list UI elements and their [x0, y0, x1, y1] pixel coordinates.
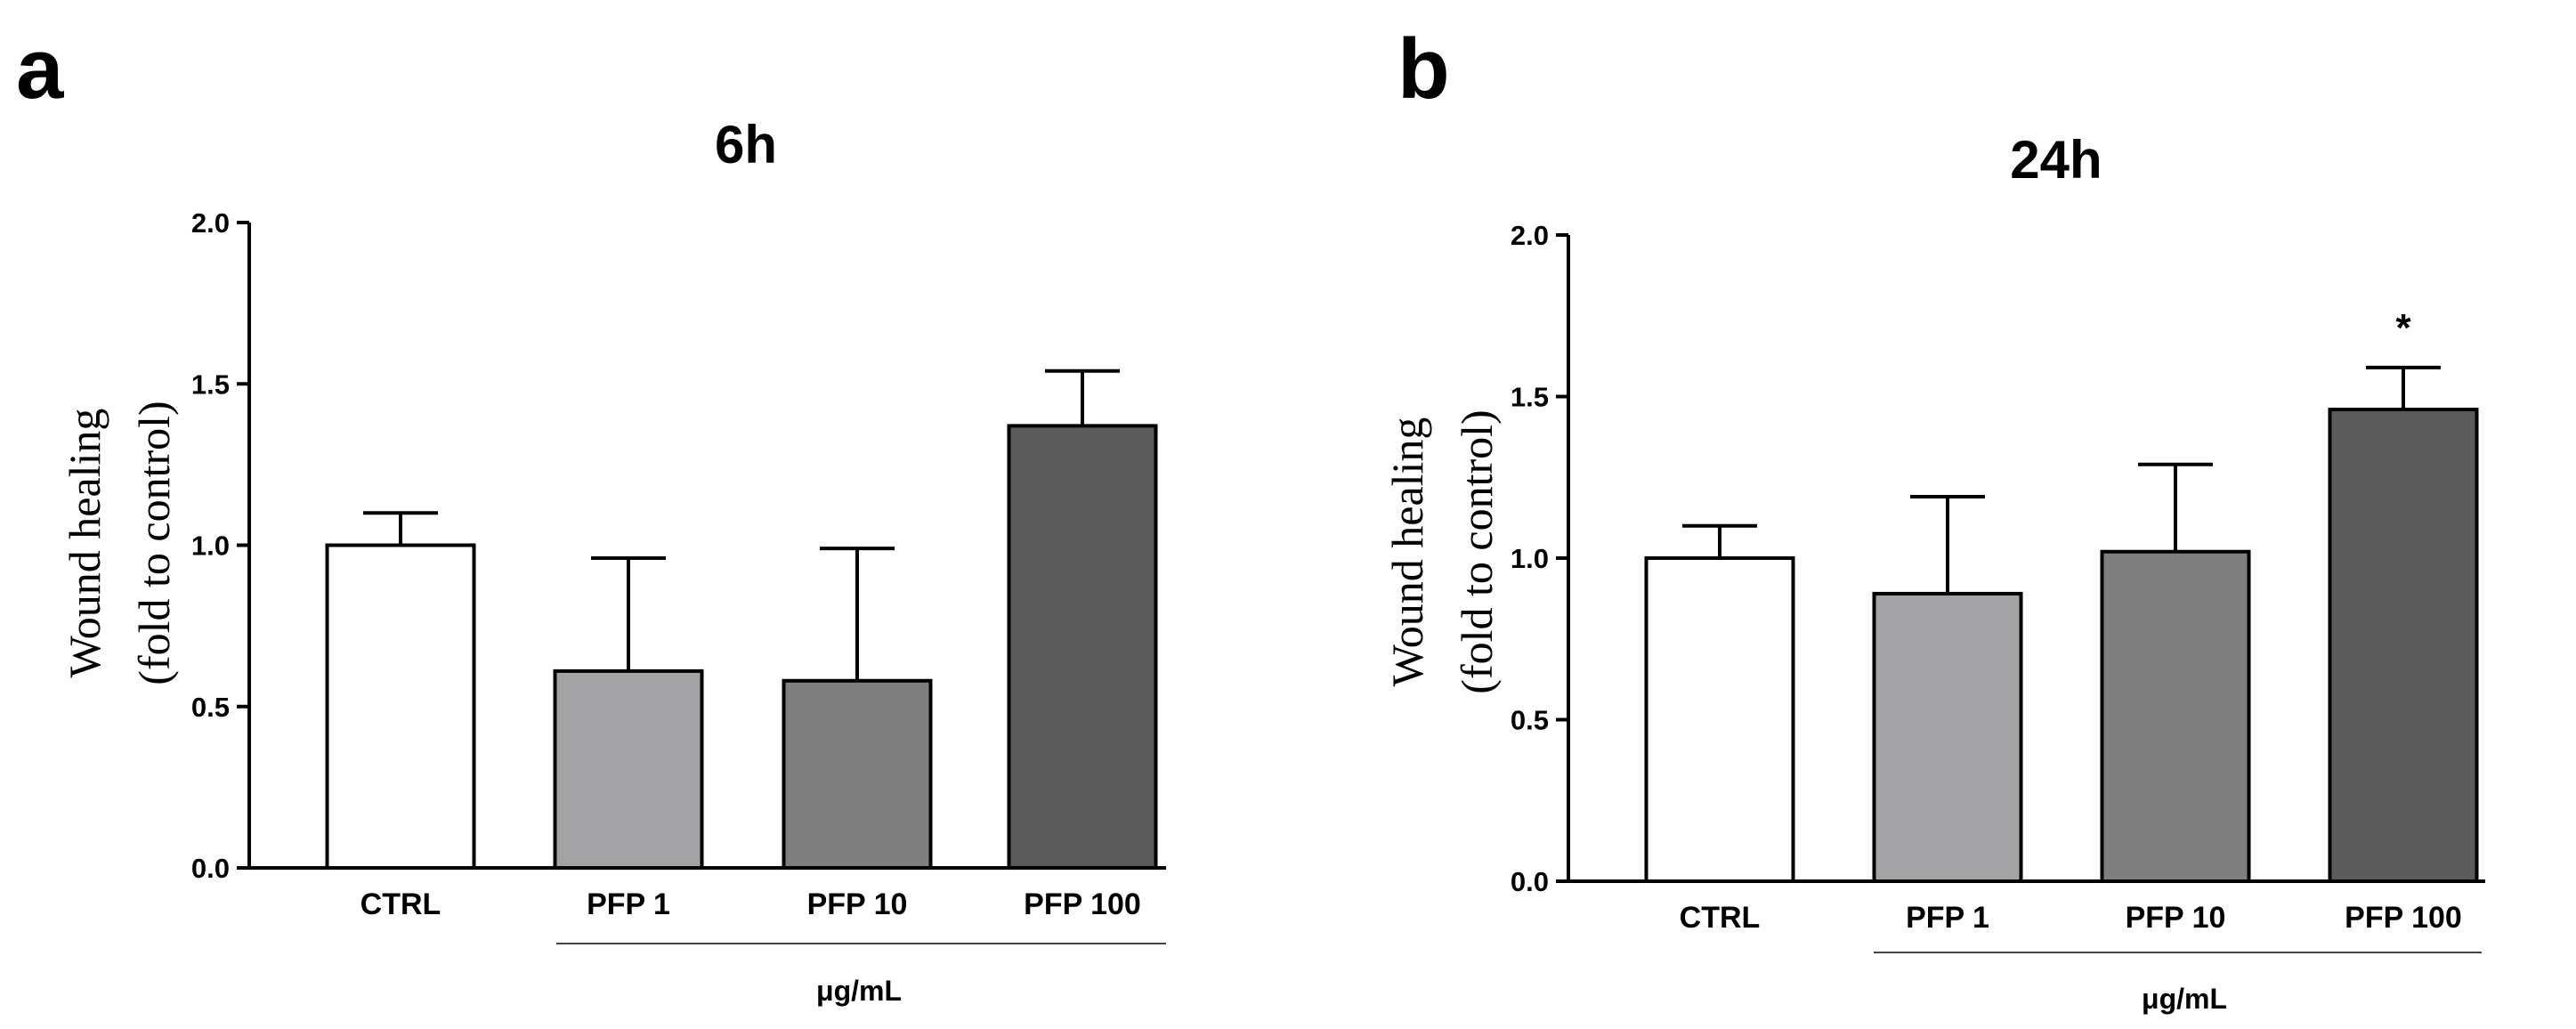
panel-b-significance-mark: *	[2395, 306, 2411, 350]
panel-b-category-label: PFP 100	[2345, 901, 2462, 935]
panel-b-ytick-label: 0.5	[1511, 705, 1549, 736]
panel-b-ytick-label: 0.0	[1511, 866, 1549, 897]
panel-a-bar	[325, 543, 476, 870]
panel-a-category-label: PFP 1	[587, 887, 670, 921]
panel-a-ytick-label: 2.0	[191, 207, 230, 239]
panel-a-category-label: PFP 100	[1024, 887, 1141, 921]
panel-b-bar	[1644, 556, 1795, 883]
panel-b-ytick-label: 1.0	[1511, 543, 1549, 574]
panel-a: a 6h Wound healing (fold to control) 0.0…	[16, 21, 1166, 1007]
panel-a-group-label: μg/mL	[816, 975, 902, 1007]
panel-a-plot: 0.0 0.5 1.0 1.5 2.0 CTRL PFP 1 PFP 10 PFP 100	[191, 207, 1166, 944]
panel-a-category-label: CTRL	[360, 887, 441, 921]
panel-a-ytick-label: 0.0	[191, 853, 230, 884]
panel-b-plot: 0.0 0.5 1.0 1.5 2.0 CTRL PFP 1 PFP 10 PFP 100 *	[1511, 220, 2485, 953]
panel-b-ylabel-line1: Wound healing	[1382, 417, 1432, 687]
panel-a-ytick-label: 1.5	[191, 369, 230, 400]
panel-b-bar	[1872, 591, 2023, 883]
panel-b-title: 24h	[2010, 130, 2102, 190]
panel-b-ylabel-line2: (fold to control)	[1452, 409, 1502, 693]
panel-b-ytick-label: 2.0	[1511, 220, 1549, 251]
panel-a-bar	[782, 678, 933, 870]
panel-a-ytick-label: 0.5	[191, 692, 230, 723]
panel-b-category-label: CTRL	[1680, 901, 1761, 935]
panel-b-category-label: PFP 10	[2126, 901, 2226, 935]
panel-a-category-label: PFP 10	[807, 887, 908, 921]
panel-b-ytick-label: 1.5	[1511, 382, 1549, 413]
panel-a-letter: a	[16, 21, 64, 117]
panel-b: b 24h Wound healing (fold to control) 0.…	[1382, 21, 2485, 1015]
panel-b-bar	[2328, 408, 2479, 883]
panel-a-bar	[1007, 424, 1158, 870]
panel-a-title: 6h	[715, 115, 777, 174]
panel-a-ylabel-line2: (fold to control)	[129, 401, 179, 685]
panel-b-letter: b	[1397, 21, 1450, 117]
panel-a-bar	[553, 668, 704, 870]
panel-b-group-label: μg/mL	[2142, 983, 2227, 1015]
panel-a-ytick-label: 1.0	[191, 531, 230, 562]
panel-b-bar	[2100, 549, 2251, 883]
panel-a-ylabel-line1: Wound healing	[60, 409, 109, 678]
panel-b-category-label: PFP 1	[1906, 901, 1989, 935]
